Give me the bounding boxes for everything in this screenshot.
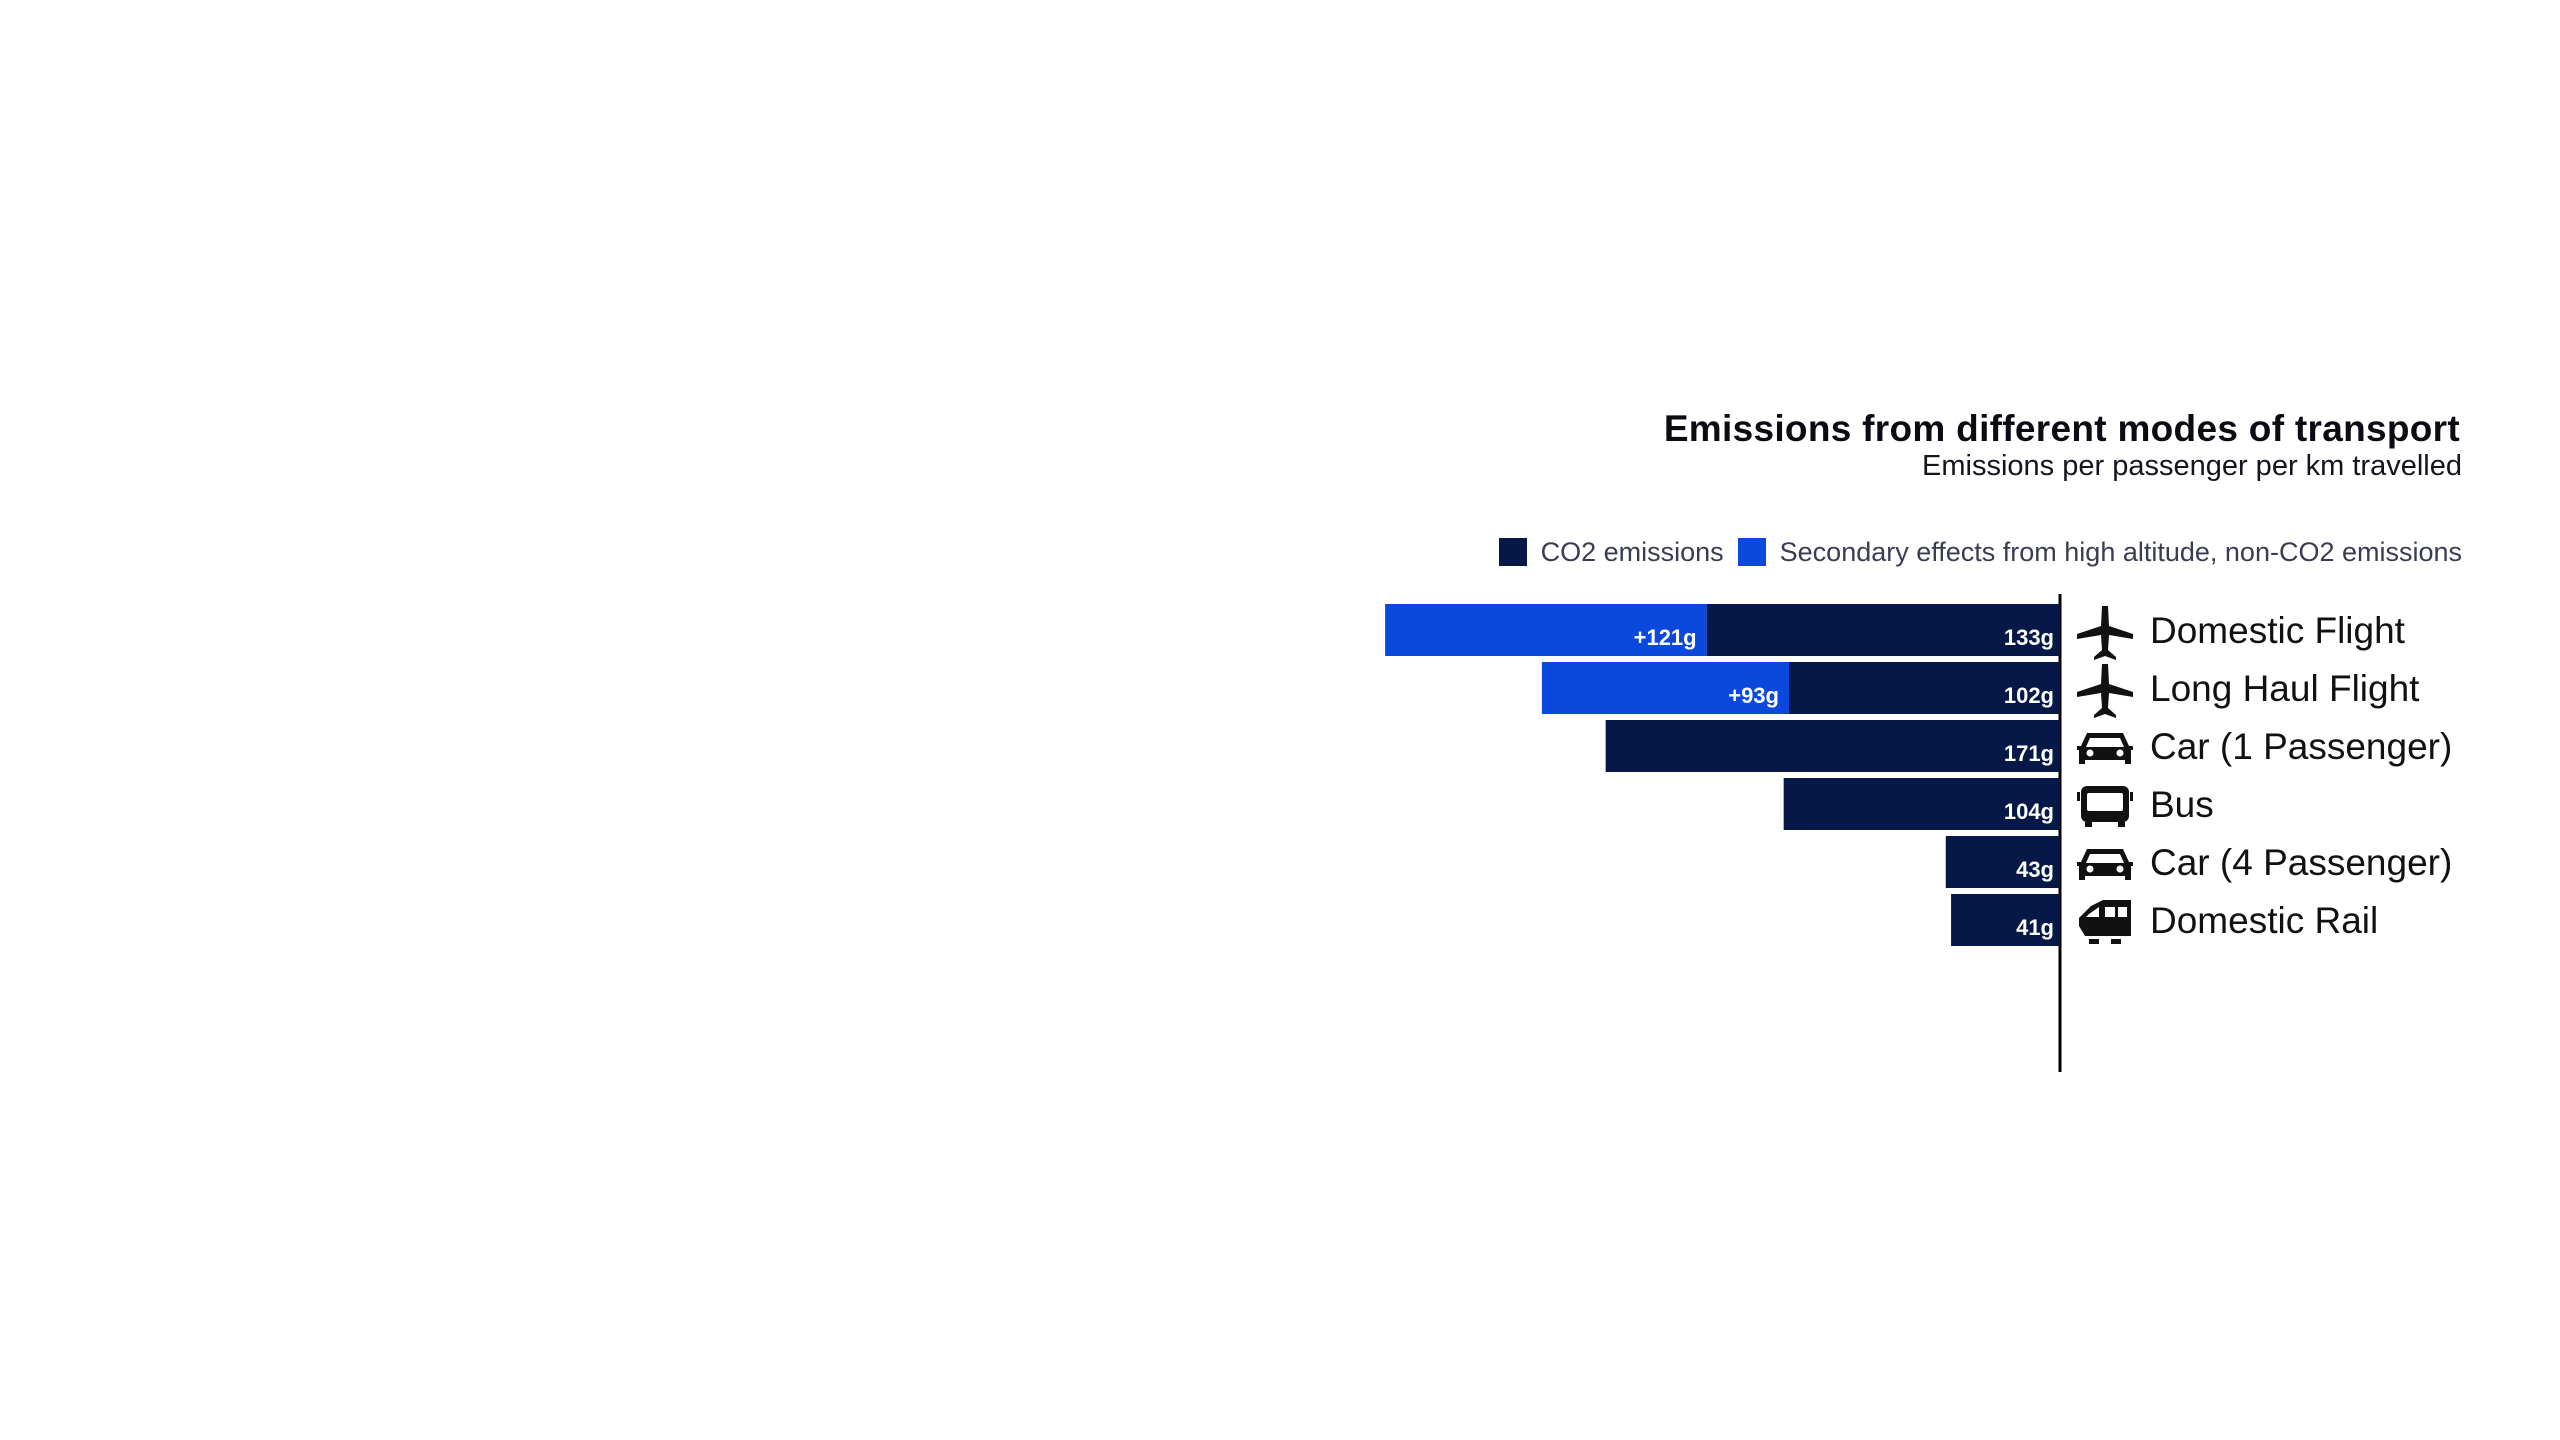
- chart-subtitle: Emissions per passenger per km travelled: [1922, 450, 2462, 482]
- legend-item-co2: CO2 emissions: [1498, 536, 1724, 568]
- legend-swatch-secondary: [1737, 538, 1766, 566]
- category-label: Bus: [2150, 784, 2214, 825]
- legend: CO2 emissions Secondary effects from hig…: [1498, 536, 2462, 568]
- train-icon: [2079, 900, 2131, 944]
- value-label-secondary: +121g: [1634, 625, 1697, 650]
- value-label-co2: 43g: [2016, 857, 2054, 882]
- category-label: Domestic Rail: [2150, 900, 2378, 941]
- bar-co2: [1951, 894, 2060, 946]
- category-label: Car (4 Passenger): [2150, 842, 2452, 883]
- bar-secondary: [1385, 604, 1707, 656]
- chart-title: Emissions from different modes of transp…: [1663, 408, 2460, 449]
- car-icon: [2077, 733, 2133, 764]
- value-label-co2: 104g: [2004, 799, 2054, 824]
- car-icon: [2077, 849, 2133, 880]
- category-label: Long Haul Flight: [2150, 668, 2420, 709]
- legend-label-co2: CO2 emissions: [1540, 536, 1724, 567]
- legend-label-secondary: Secondary effects from high altitude, no…: [1779, 536, 2462, 567]
- bar-co2: [1605, 720, 2060, 772]
- value-label-co2: 133g: [2004, 625, 2054, 650]
- bus-icon: [2077, 786, 2133, 827]
- category-label: Car (1 Passenger): [2150, 726, 2452, 767]
- value-label-co2: 41g: [2016, 915, 2054, 940]
- legend-item-secondary: Secondary effects from high altitude, no…: [1737, 536, 2462, 568]
- bar-co2: [1783, 778, 2060, 830]
- bar-co2: [1788, 662, 2060, 714]
- value-label-secondary: +93g: [1728, 683, 1779, 708]
- value-label-co2: 171g: [2004, 741, 2054, 766]
- legend-swatch-co2: [1498, 538, 1527, 566]
- airplane-icon: [2077, 606, 2133, 660]
- value-label-co2: 102g: [2004, 683, 2054, 708]
- bar-secondary: [1541, 662, 1789, 714]
- airplane-icon: [2077, 664, 2133, 718]
- bar-co2: [1945, 836, 2060, 888]
- category-label: Domestic Flight: [2150, 610, 2406, 651]
- bar-co2: [1706, 604, 2060, 656]
